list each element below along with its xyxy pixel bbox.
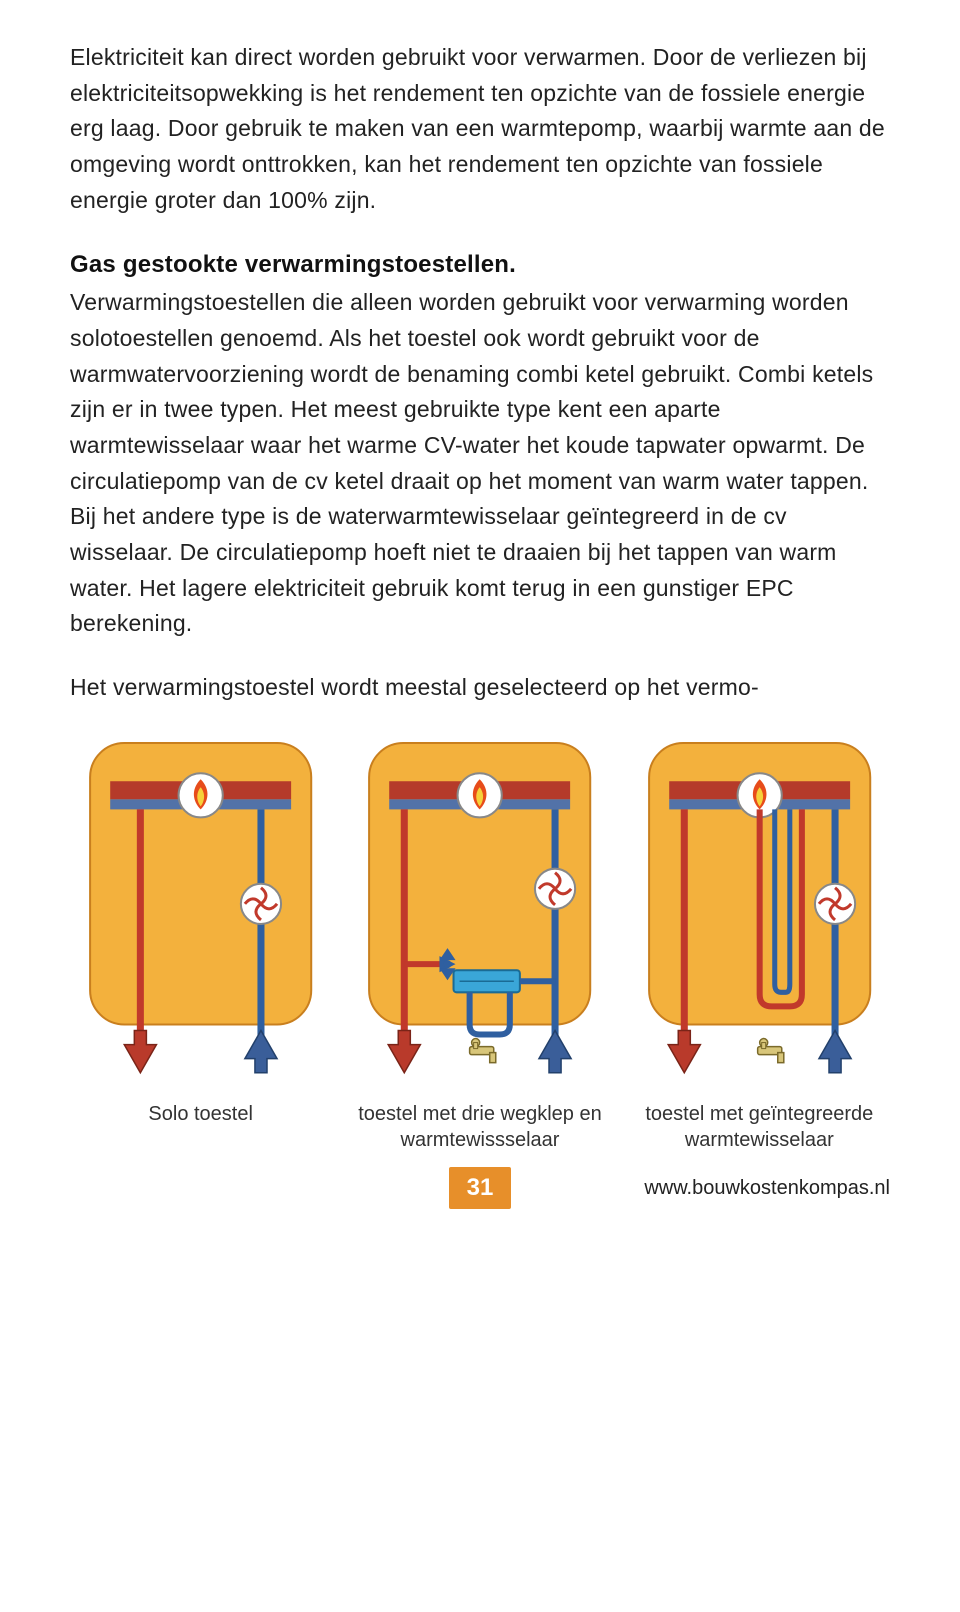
page-footer: 31 www.bouwkostenkompas.nl [70, 1167, 890, 1217]
diagram-row: Solo toestel [70, 733, 890, 1153]
tap-icon [470, 1039, 496, 1063]
paragraph-1: Elektriciteit kan direct worden gebruikt… [70, 40, 890, 218]
caption-integrated: toestel met geïntegreerde warmtewisselaa… [629, 1101, 890, 1153]
heading-gas: Gas gestookte verwarmingstoestellen. [70, 246, 890, 283]
diagram-three-way: toestel met drie wegklep en warmtewissse… [349, 733, 610, 1153]
diagram-integrated: toestel met geïntegreerde warmtewisselaa… [629, 733, 890, 1153]
paragraph-3: Het verwarmingstoestel wordt meestal ges… [70, 670, 890, 706]
caption-solo: Solo toestel [148, 1101, 253, 1153]
boiler-solo-svg [70, 733, 331, 1095]
paragraph-2: Verwarmingstoestellen die alleen worden … [70, 289, 873, 636]
document-page: Elektriciteit kan direct worden gebruikt… [0, 0, 960, 1247]
arrow-down-icon [668, 1031, 700, 1073]
arrow-down-icon [124, 1031, 156, 1073]
arrow-down-icon [389, 1031, 421, 1073]
arrow-up-icon [539, 1031, 571, 1073]
diagram-solo: Solo toestel [70, 733, 331, 1153]
arrow-up-icon [245, 1031, 277, 1073]
boiler-integrated-svg [629, 733, 890, 1095]
tap-icon [757, 1039, 783, 1063]
caption-threeway: toestel met drie wegklep en warmtewissse… [349, 1101, 610, 1153]
footer-url: www.bouwkostenkompas.nl [644, 1177, 890, 1200]
boiler-threeway-svg [349, 733, 610, 1095]
section-gas: Gas gestookte verwarmingstoestellen. Ver… [70, 246, 890, 642]
page-number: 31 [449, 1167, 511, 1209]
arrow-up-icon [819, 1031, 851, 1073]
